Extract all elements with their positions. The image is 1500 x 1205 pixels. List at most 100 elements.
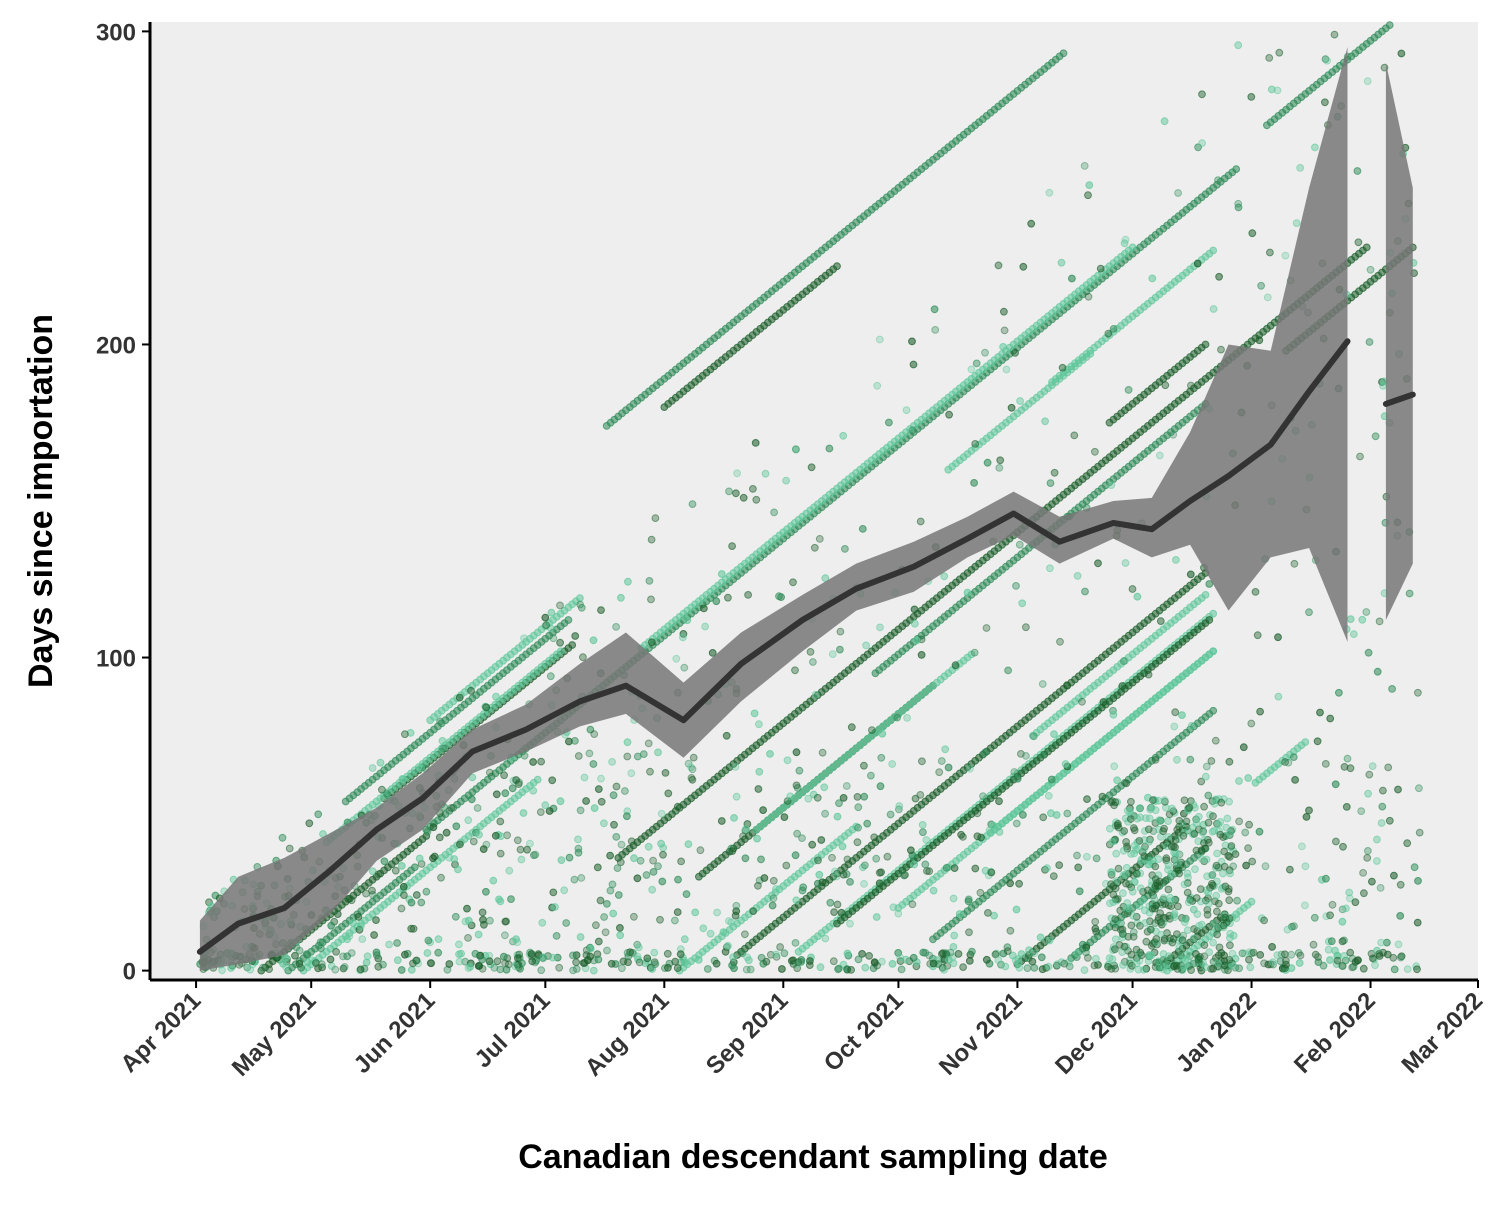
data-point (496, 817, 505, 826)
data-point (486, 916, 494, 925)
data-point (818, 878, 827, 887)
data-point (965, 928, 973, 937)
x-axis-title: Canadian descendant sampling date (518, 1138, 1107, 1176)
data-point (1212, 861, 1221, 870)
data-point (1127, 921, 1136, 930)
data-point (347, 896, 356, 905)
data-point (1349, 630, 1358, 638)
data-point (722, 731, 731, 740)
data-point (1030, 964, 1039, 972)
data-point (1036, 933, 1045, 942)
data-point (1050, 468, 1059, 477)
data-point (649, 868, 658, 876)
data-point (836, 645, 844, 654)
data-point (576, 594, 584, 602)
data-point (1109, 898, 1118, 907)
data-point (579, 959, 588, 967)
data-point (1192, 819, 1201, 828)
data-point (1164, 817, 1172, 825)
data-point (772, 950, 780, 959)
data-point (401, 950, 409, 959)
data-point (1338, 937, 1347, 946)
data-point (590, 804, 599, 812)
data-point (1225, 757, 1234, 766)
data-point (833, 812, 842, 821)
data-point (1191, 865, 1199, 874)
data-point (1180, 918, 1189, 927)
data-point (552, 932, 561, 940)
data-point (1161, 381, 1170, 390)
data-point (586, 944, 595, 953)
data-point (1389, 953, 1398, 962)
data-point (491, 831, 500, 840)
data-point (780, 813, 789, 821)
data-point (1274, 692, 1283, 701)
data-point (1164, 833, 1173, 841)
data-point (1160, 935, 1169, 943)
data-point (612, 782, 621, 791)
data-point (1063, 681, 1071, 690)
data-point (1058, 363, 1067, 372)
data-point (963, 588, 972, 597)
x-tick-label: Feb 2022 (1289, 987, 1381, 1079)
data-point (1194, 955, 1203, 964)
data-point (608, 758, 616, 766)
data-point (391, 866, 400, 875)
data-point (520, 751, 529, 760)
data-point (846, 919, 854, 928)
data-point (1216, 830, 1225, 839)
data-point (1281, 964, 1289, 973)
data-point (576, 933, 585, 941)
data-point (1084, 191, 1092, 200)
data-point (1357, 807, 1366, 815)
data-point (1353, 167, 1362, 175)
data-point (739, 493, 748, 502)
data-point (977, 833, 985, 842)
data-point (949, 894, 958, 903)
data-point (1216, 818, 1225, 826)
data-point (895, 802, 904, 810)
data-point (356, 922, 365, 931)
data-point (343, 935, 352, 944)
data-point (1311, 143, 1319, 152)
data-point (546, 672, 555, 681)
data-point (865, 952, 873, 960)
data-point (1326, 911, 1334, 920)
data-point (696, 846, 705, 855)
data-point (1092, 854, 1101, 863)
data-point (1092, 927, 1101, 936)
data-point (556, 601, 564, 610)
data-point (1213, 907, 1221, 916)
data-point (1022, 623, 1030, 632)
data-point (1248, 229, 1257, 238)
data-point (594, 955, 603, 964)
data-point (1378, 802, 1387, 811)
data-point (430, 852, 439, 861)
data-point (752, 495, 761, 504)
data-point (1114, 864, 1123, 873)
data-point (1128, 585, 1137, 593)
data-point (1385, 816, 1394, 825)
data-point (700, 604, 708, 613)
data-point (910, 605, 919, 614)
data-point (1045, 936, 1054, 945)
data-point (1366, 265, 1375, 274)
data-point (612, 623, 620, 631)
data-point (769, 876, 778, 885)
data-point (1415, 784, 1423, 793)
data-point (1208, 827, 1217, 836)
data-point (1227, 842, 1236, 850)
data-point (1256, 951, 1265, 959)
data-point (1003, 943, 1012, 952)
data-point (750, 709, 759, 718)
data-point (1022, 752, 1030, 760)
data-point (1189, 934, 1198, 943)
data-point (1249, 948, 1258, 957)
data-point (1373, 835, 1381, 844)
data-point (374, 962, 383, 971)
data-point (577, 874, 586, 882)
data-point (1109, 710, 1118, 719)
data-point (590, 730, 599, 738)
data-point (597, 797, 606, 806)
data-point (610, 820, 618, 829)
